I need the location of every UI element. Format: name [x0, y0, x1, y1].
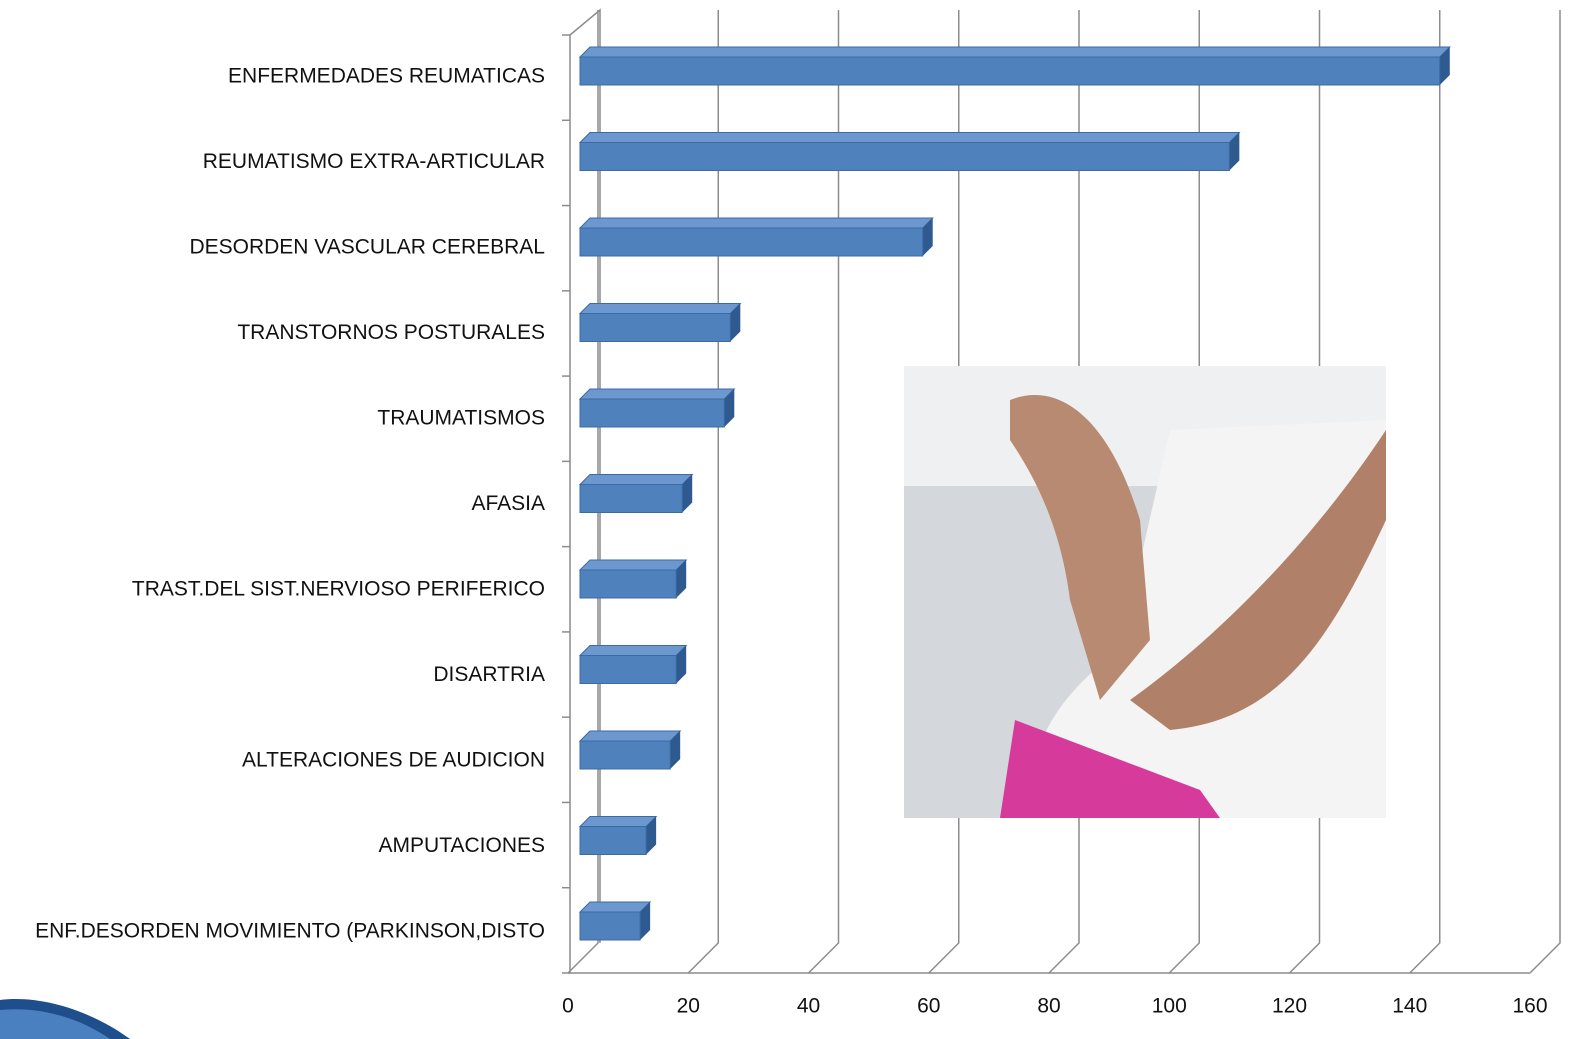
bar: [579, 227, 924, 257]
y-tick-label: DESORDEN VASCULAR CEREBRAL: [189, 236, 545, 259]
bar-side: [724, 389, 735, 427]
x-tick-label: 60: [917, 995, 940, 1018]
bar-top: [578, 901, 652, 913]
bar-side: [670, 731, 681, 769]
x-tick-label: 140: [1392, 995, 1427, 1018]
grid-line: [928, 10, 960, 974]
bar-top: [578, 559, 688, 571]
y-tick-label: ENFERMEDADES REUMATICAS: [228, 65, 545, 88]
bar-top: [578, 474, 694, 485]
x-tick-label: 40: [797, 995, 820, 1018]
decor-swoosh: [0, 1009, 110, 1039]
x-tick-label: 0: [562, 995, 574, 1018]
bar-top: [578, 217, 934, 229]
bar-top: [578, 816, 658, 827]
y-tick-label: TRAST.DEL SIST.NERVIOSO PERIFERICO: [132, 578, 545, 601]
y-tick-label: ALTERACIONES DE AUDICION: [242, 749, 545, 772]
bar: [579, 655, 677, 684]
bar-side: [676, 645, 687, 684]
bar-side: [922, 218, 933, 256]
bar-top: [578, 730, 682, 742]
y-tick-label: DISARTRIA: [433, 663, 545, 686]
grid-line: [807, 10, 840, 974]
bar-top: [578, 132, 1241, 143]
bar-top: [578, 46, 1451, 58]
grid-line: [1168, 10, 1200, 974]
y-tick-label: REUMATISMO EXTRA-ARTICULAR: [203, 150, 545, 173]
bar-side: [730, 303, 741, 342]
bar: [579, 484, 683, 513]
bar-top: [578, 645, 688, 656]
bar: [579, 911, 641, 941]
photo: [904, 366, 1386, 818]
x-tick-label: 20: [677, 995, 700, 1018]
y-tick-label: AMPUTACIONES: [379, 834, 545, 857]
y-tick-label: AFASIA: [471, 492, 545, 515]
bar: [579, 826, 647, 855]
bar-top: [578, 303, 742, 314]
y-tick-label: TRAUMATISMOS: [377, 407, 545, 430]
bar-side: [646, 816, 657, 855]
x-tick-label: 120: [1272, 995, 1307, 1018]
bar: [579, 142, 1230, 171]
bar-side: [1439, 47, 1450, 85]
bar-side: [1229, 132, 1240, 171]
bar: [579, 313, 731, 342]
grid-line: [1048, 10, 1080, 974]
bar: [579, 740, 671, 770]
bar-side: [682, 474, 693, 513]
bar-top: [578, 388, 736, 400]
x-tick-label: 80: [1037, 995, 1060, 1018]
y-tick-label: TRANSTORNOS POSTURALES: [237, 321, 545, 344]
grid-line: [1409, 10, 1441, 974]
bar-side: [676, 560, 687, 598]
bar: [579, 56, 1441, 86]
y-tick-label: ENF.DESORDEN MOVIMIENTO (PARKINSON,DISTO: [35, 920, 545, 943]
grid-line: [1288, 10, 1321, 974]
bar: [579, 398, 725, 428]
grid-line: [1529, 10, 1561, 974]
bar-side: [640, 902, 651, 940]
bar: [579, 569, 677, 599]
x-tick-label: 100: [1152, 995, 1187, 1018]
x-tick-label: 160: [1512, 995, 1547, 1018]
